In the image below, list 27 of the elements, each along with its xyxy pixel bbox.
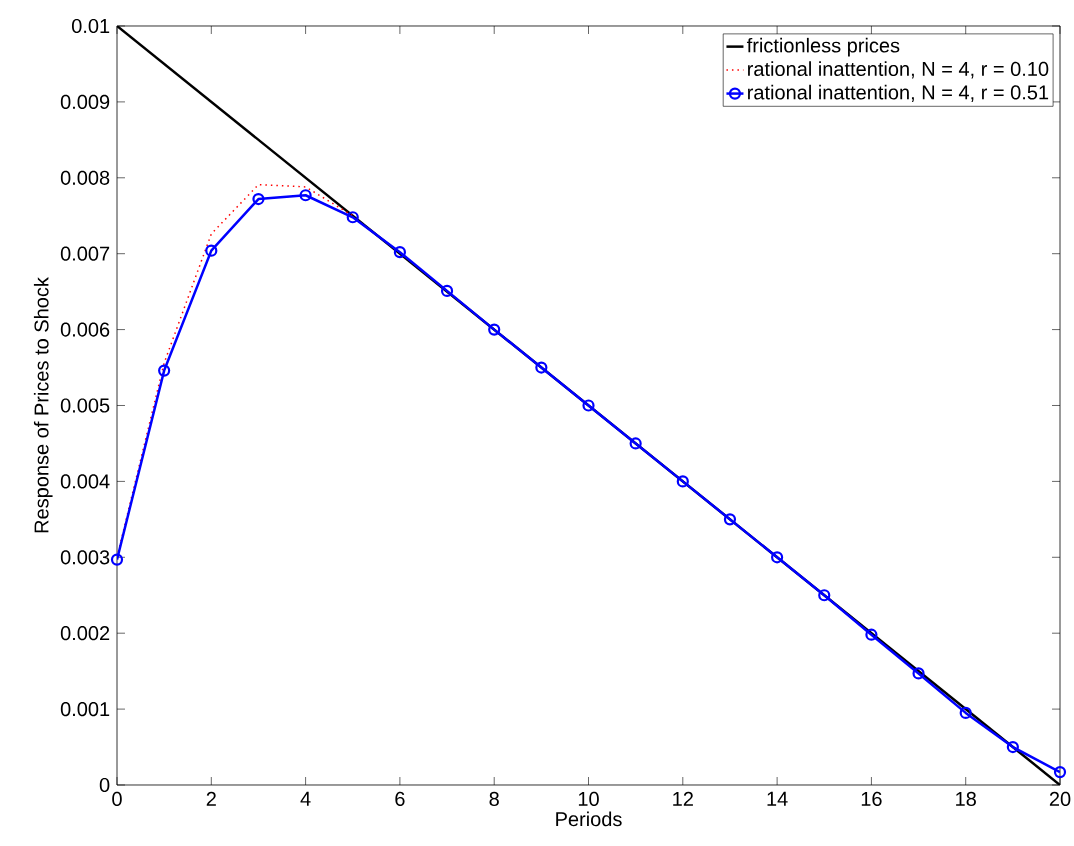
x-tick-label: 12 xyxy=(673,791,693,806)
y-tick-label: 0.005 xyxy=(60,398,110,413)
x-tick-label: 6 xyxy=(395,791,405,807)
y-tick-label: 0.008 xyxy=(60,170,110,185)
x-tick-label: 4 xyxy=(300,791,311,806)
legend-label: rational inattention, N = 4, r = 0.10 xyxy=(748,61,1049,79)
y-tick-label: 0.003 xyxy=(60,550,110,565)
x-tick-label: 16 xyxy=(861,791,882,807)
x-tick-label: 0 xyxy=(112,791,122,807)
legend-label: frictionless prices xyxy=(746,37,900,57)
y-tick-label: 0.002 xyxy=(60,626,110,641)
x-axis-title: Periods xyxy=(556,811,622,827)
x-tick-label: 20 xyxy=(1049,791,1071,807)
y-tick-label: 0.01 xyxy=(71,18,110,34)
y-tick-label: 0.006 xyxy=(60,322,110,337)
y-axis-title: Response of Prices to Shock xyxy=(33,277,53,533)
y-tick-label: 0 xyxy=(99,777,110,793)
y-tick-label: 0.009 xyxy=(60,94,110,109)
y-tick-label: 0.004 xyxy=(60,474,110,489)
x-tick-label: 14 xyxy=(767,791,788,806)
y-tick-label: 0.007 xyxy=(60,246,110,261)
x-tick-label: 8 xyxy=(489,791,499,807)
x-tick-label: 2 xyxy=(206,791,216,806)
x-tick-label: 10 xyxy=(578,791,599,807)
y-tick-label: 0.001 xyxy=(60,702,110,717)
x-tick-label: 18 xyxy=(956,791,976,807)
legend-label: rational inattention, N = 4, r = 0.51 xyxy=(748,84,1049,102)
